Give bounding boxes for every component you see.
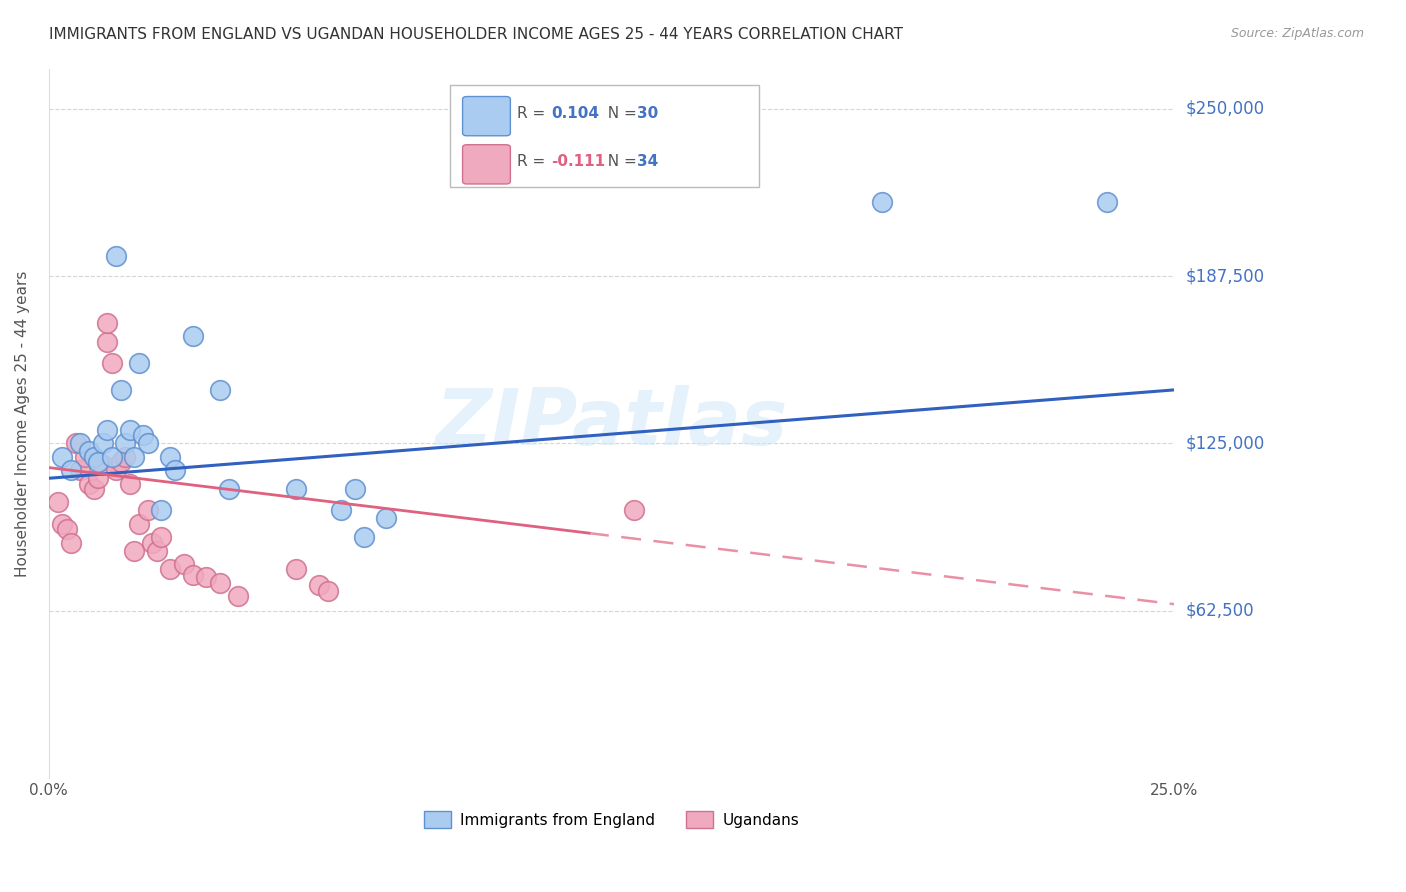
Point: [69, 463, 91, 477]
Point: [136, 503, 159, 517]
Point: [105, 463, 128, 477]
Text: R =: R =: [517, 154, 551, 169]
Point: [73, 450, 96, 464]
Point: [128, 516, 150, 531]
Point: [60, 535, 83, 549]
Point: [226, 589, 249, 603]
Point: [96, 316, 118, 330]
Point: [285, 482, 308, 496]
Point: [195, 570, 218, 584]
Y-axis label: Householder Income Ages 25 - 44 years: Householder Income Ages 25 - 44 years: [15, 270, 30, 576]
Point: [375, 511, 398, 525]
Text: -0.111: -0.111: [551, 154, 605, 169]
Point: [136, 436, 159, 450]
Point: [105, 249, 128, 263]
Legend: Immigrants from England, Ugandans: Immigrants from England, Ugandans: [418, 805, 806, 834]
Point: [128, 356, 150, 370]
Point: [173, 557, 195, 571]
Point: [77, 476, 100, 491]
Point: [77, 444, 100, 458]
Point: [150, 503, 173, 517]
Point: [110, 383, 132, 397]
Point: [159, 450, 181, 464]
Point: [150, 530, 173, 544]
Point: [870, 195, 893, 210]
Text: N =: N =: [598, 106, 641, 121]
Text: IMMIGRANTS FROM ENGLAND VS UGANDAN HOUSEHOLDER INCOME AGES 25 - 44 YEARS CORRELA: IMMIGRANTS FROM ENGLAND VS UGANDAN HOUSE…: [49, 27, 903, 42]
Point: [308, 578, 330, 592]
Point: [114, 436, 136, 450]
Point: [146, 543, 169, 558]
Point: [118, 476, 141, 491]
Point: [1095, 195, 1118, 210]
Point: [330, 503, 353, 517]
Point: [100, 356, 122, 370]
Point: [91, 458, 114, 472]
Text: ZIPatlas: ZIPatlas: [436, 385, 787, 461]
Point: [91, 436, 114, 450]
Point: [353, 530, 375, 544]
Point: [132, 428, 155, 442]
Point: [65, 436, 87, 450]
Point: [114, 450, 136, 464]
Point: [124, 450, 146, 464]
Point: [51, 516, 73, 531]
Point: [87, 455, 110, 469]
Point: [87, 471, 110, 485]
Point: [623, 503, 645, 517]
Point: [181, 329, 204, 343]
Text: $125,000: $125,000: [1185, 434, 1264, 452]
Point: [141, 535, 163, 549]
Point: [96, 334, 118, 349]
Text: $187,500: $187,500: [1185, 267, 1264, 285]
Point: [51, 450, 73, 464]
Text: R =: R =: [517, 106, 551, 121]
Point: [69, 436, 91, 450]
Point: [118, 423, 141, 437]
Point: [343, 482, 366, 496]
Text: 0.104: 0.104: [551, 106, 599, 121]
Text: Source: ZipAtlas.com: Source: ZipAtlas.com: [1230, 27, 1364, 40]
Point: [124, 543, 146, 558]
Point: [100, 450, 122, 464]
Text: N =: N =: [598, 154, 641, 169]
Text: 30: 30: [637, 106, 658, 121]
Text: $62,500: $62,500: [1185, 602, 1254, 620]
Point: [83, 482, 105, 496]
Point: [83, 450, 105, 464]
Point: [163, 463, 186, 477]
Point: [46, 495, 69, 509]
Point: [181, 567, 204, 582]
Point: [159, 562, 181, 576]
Point: [285, 562, 308, 576]
Point: [96, 423, 118, 437]
Point: [110, 455, 132, 469]
Point: [55, 522, 77, 536]
Point: [208, 383, 231, 397]
Point: [218, 482, 240, 496]
Point: [208, 575, 231, 590]
Text: $250,000: $250,000: [1185, 100, 1264, 118]
Point: [60, 463, 83, 477]
Point: [316, 583, 339, 598]
Text: 34: 34: [637, 154, 658, 169]
